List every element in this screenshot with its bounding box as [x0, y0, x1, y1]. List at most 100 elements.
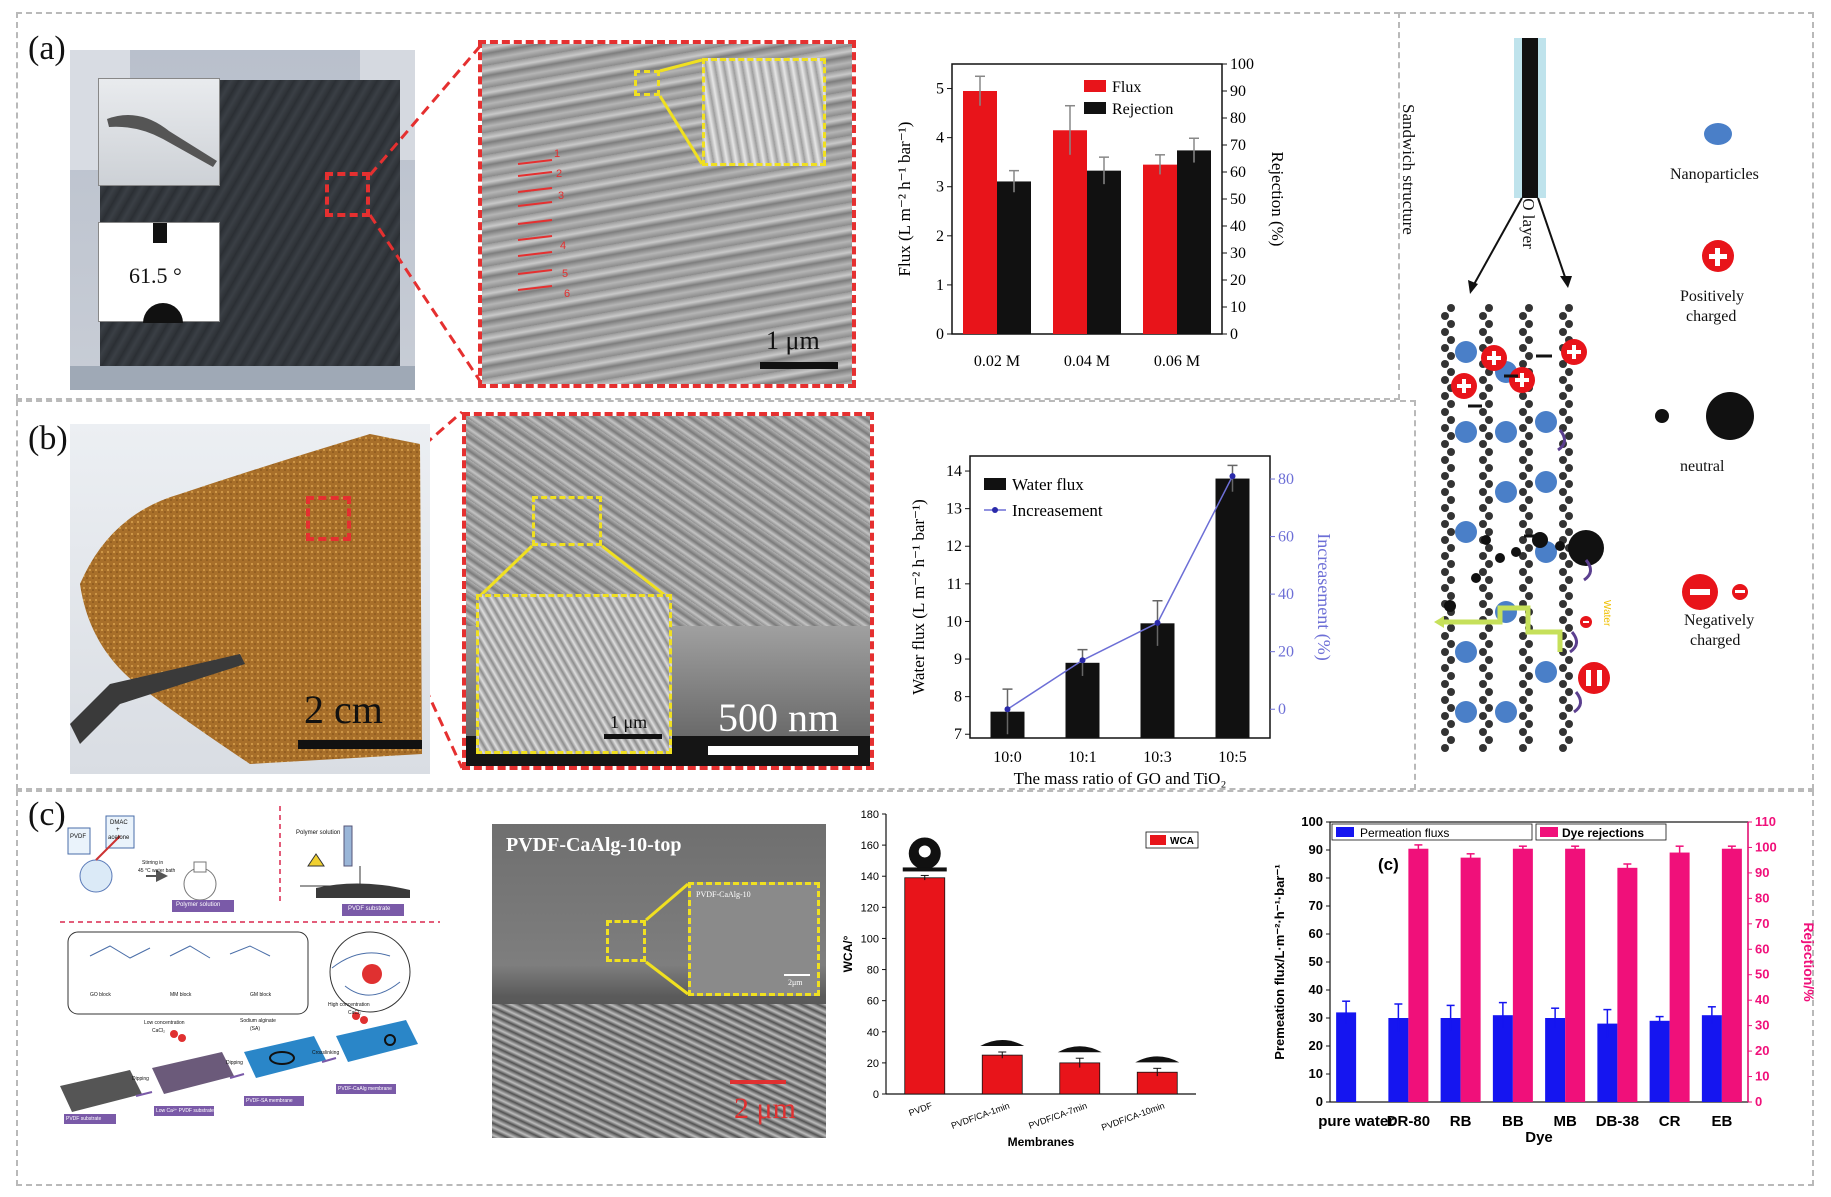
zoom-line-right [1537, 197, 1567, 281]
bar-rejection [1460, 857, 1481, 1102]
chain-bead [1447, 336, 1455, 344]
x-axis-label: Dye [1525, 1129, 1553, 1146]
chain-bead [1519, 632, 1527, 640]
sem-c-inset-title: PVDF-CaAlg-10 [696, 890, 751, 899]
y2-tick-label: 0 [1278, 701, 1286, 718]
chain-bead [1447, 416, 1455, 424]
y-tick-label: 4 [936, 130, 944, 147]
sem-b-inset-scale-label: 1 μm [610, 712, 648, 732]
sem-b-inset [476, 594, 672, 754]
chain-bead [1565, 704, 1573, 712]
x-tick-label: RB [1450, 1113, 1472, 1130]
chain-bead [1565, 416, 1573, 424]
chain-bead [1519, 488, 1527, 496]
x-tick-label: CR [1659, 1113, 1681, 1130]
legend-neutral-small [1655, 409, 1669, 423]
bar-permeation [1597, 1023, 1618, 1102]
bar-rejection [1408, 848, 1429, 1102]
sem-frame-b [462, 412, 874, 770]
neutral-small [1444, 600, 1456, 612]
chain-bead [1485, 384, 1493, 392]
bar-wca [904, 877, 946, 1095]
chain-bead [1559, 600, 1567, 608]
x-tick-label: 0.02 M [974, 353, 1020, 370]
chain-bead [1565, 496, 1573, 504]
chart-wca: 0 20 40 60 80 100 120 140 160 180 PVDF PVDF/CA-1min… [841, 809, 1199, 1149]
y2-tick-label: 70 [1755, 916, 1769, 931]
legend-neutral-large [1706, 392, 1754, 440]
sem-c-inset-scale: 2μm [788, 978, 803, 987]
y2-tick-label: 10 [1230, 299, 1246, 316]
layer-number-1: 1 [554, 148, 561, 160]
chain-bead [1559, 696, 1567, 704]
chain-bead [1525, 336, 1533, 344]
y-tick-label: 30 [1309, 1010, 1323, 1025]
neutral-small [1481, 535, 1491, 545]
chain-bead [1447, 304, 1455, 312]
deflect-arrow [1573, 691, 1582, 714]
panel-b-label: (b) [28, 420, 68, 457]
chain-bead [1447, 576, 1455, 584]
chain-bead [1565, 432, 1573, 440]
increasement-line [1007, 475, 1234, 710]
chain-bead [1519, 440, 1527, 448]
chain-bead [1519, 584, 1527, 592]
chain-bead [1447, 368, 1455, 376]
photo-b-scale-bar [298, 740, 422, 749]
tweezers-icon [107, 115, 217, 167]
chain-bead [1565, 560, 1573, 568]
schem-stirring: Stirring in [142, 860, 164, 866]
legend-minus-large [1690, 589, 1710, 595]
nanoparticle [1535, 661, 1557, 683]
schem-gm-block: GM block [250, 992, 272, 998]
bar-flux [963, 91, 997, 334]
legend-permeation: Permeation fluxs [1360, 826, 1449, 840]
chain-bead [1485, 528, 1493, 536]
chain-bead [1519, 664, 1527, 672]
membrane-photo-b: 2 cm [70, 424, 430, 774]
increasement-point [1004, 706, 1011, 713]
bar-rejection [1087, 170, 1121, 334]
y2-tick-label: 20 [1755, 1043, 1769, 1058]
y-tick-label: 0 [936, 326, 944, 343]
chain-bead [1441, 552, 1449, 560]
chain-bead [1559, 552, 1567, 560]
nanoparticle [1455, 701, 1477, 723]
y2-tick-label: 20 [1230, 272, 1246, 289]
panel-c-label: (c) [28, 796, 66, 833]
chain-bead [1525, 736, 1533, 744]
neutral-label: neutral [1680, 458, 1725, 475]
sandwich-label: Sandwich structure [1399, 104, 1418, 235]
chain-bead [1565, 304, 1573, 312]
bar-permeation [1701, 1015, 1722, 1102]
chain-bead [1565, 672, 1573, 680]
chain-bead [1525, 304, 1533, 312]
y2-tick-label: 40 [1755, 992, 1769, 1007]
chain-bead [1479, 472, 1487, 480]
y2-tick-label: 0 [1230, 326, 1238, 343]
y2-axis-label: Increasement (%) [1313, 533, 1334, 660]
y-tick-label: 50 [1309, 954, 1323, 969]
schem-go-block: GO block [90, 992, 111, 998]
plus-v [1572, 345, 1576, 359]
chain-bead [1519, 680, 1527, 688]
chain-bead [1565, 320, 1573, 328]
bar-flux [1143, 164, 1177, 334]
chain-bead [1559, 584, 1567, 592]
chain-bead [1519, 616, 1527, 624]
nanoparticle [1455, 641, 1477, 663]
tweezers-inset [98, 78, 220, 186]
sem-c-inset-lines [645, 882, 689, 996]
chain-bead [1485, 576, 1493, 584]
chain-bead [1479, 712, 1487, 720]
x-tick-label: 10:0 [993, 749, 1021, 766]
chain-bead [1441, 472, 1449, 480]
chain-bead [1447, 480, 1455, 488]
bar-wca [1059, 1062, 1101, 1095]
panel-a-label: (a) [28, 30, 66, 67]
chain-bead [1441, 488, 1449, 496]
chain-bead [1447, 512, 1455, 520]
bar-flux [1053, 130, 1087, 334]
chain-bead [1479, 376, 1487, 384]
chain-bead [1485, 640, 1493, 648]
